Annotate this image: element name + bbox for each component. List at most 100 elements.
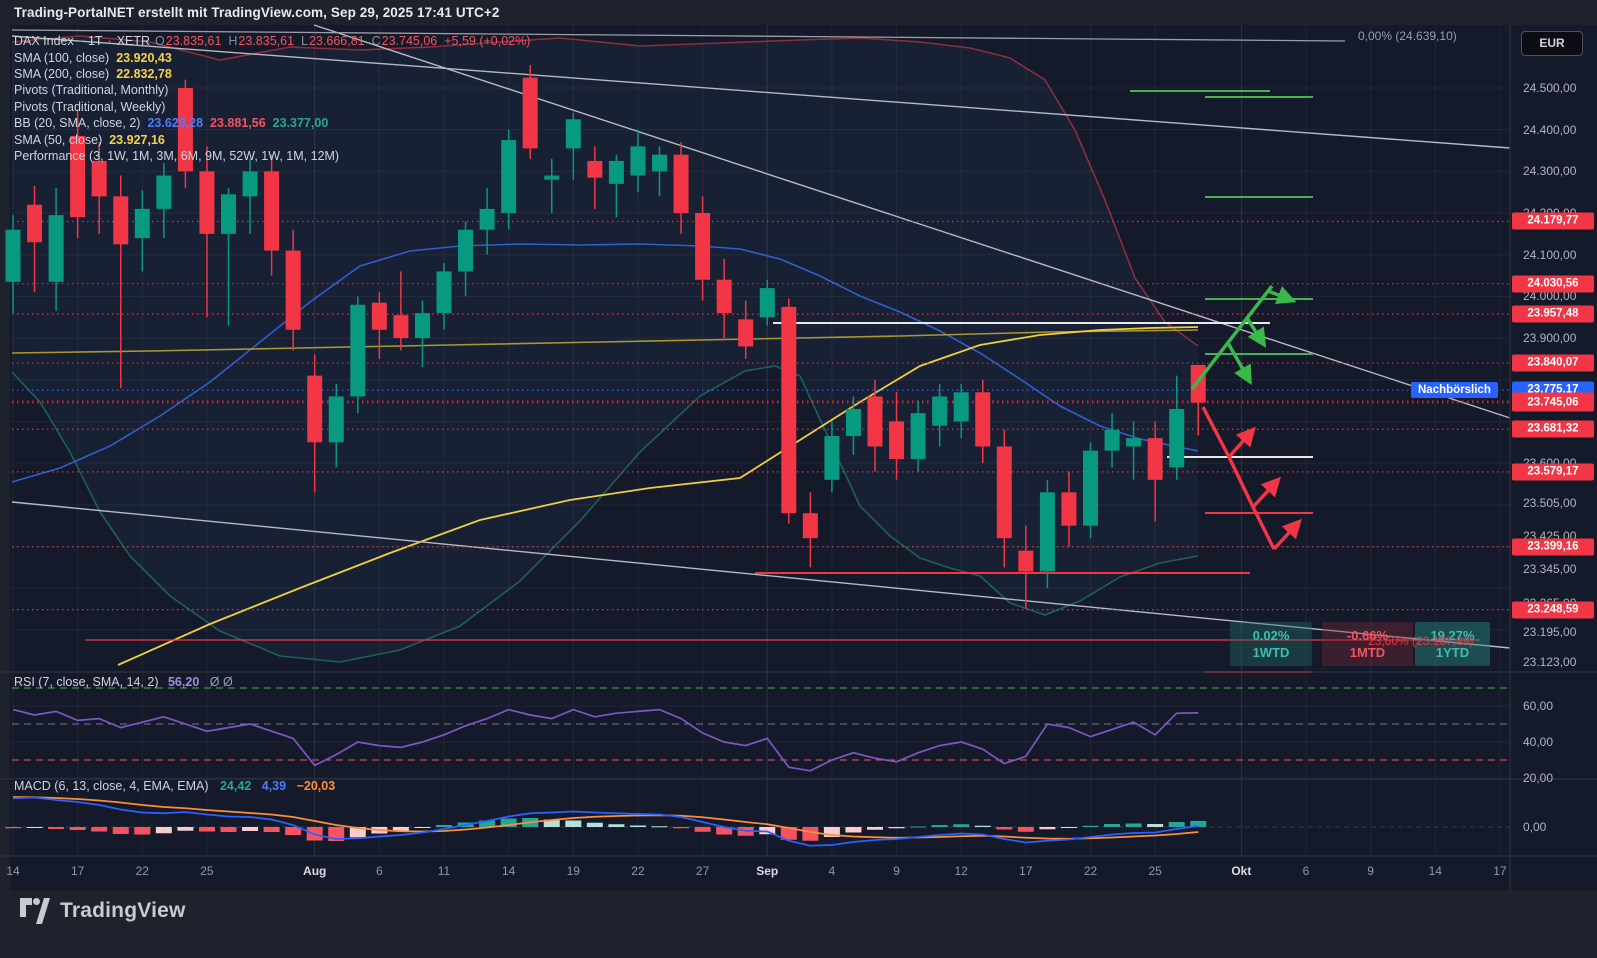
candle-sep-12[interactable] — [953, 383, 969, 439]
symbol-legend-row[interactable]: DAX Index · 1T · XETR O 23.835,61 H 23.8… — [14, 33, 537, 49]
indicator-label[interactable]: SMA (50, close) — [14, 132, 103, 147]
candle-sep-26[interactable] — [1169, 375, 1185, 480]
indicator-legend-row[interactable]: Performance (3, 1W, 1M, 3M, 6M, 9M, 52W,… — [14, 148, 537, 164]
candle-aug-8[interactable] — [414, 300, 430, 368]
candle-sep-23[interactable] — [1104, 413, 1120, 468]
candle-aug-26[interactable] — [673, 142, 689, 234]
macd-label[interactable]: MACD (6, 13, close, 4, EMA, EMA) — [14, 779, 209, 793]
green-projection-arrow[interactable] — [1267, 286, 1297, 305]
candle-aug-25[interactable] — [652, 146, 667, 197]
candle-sep-19[interactable] — [1061, 471, 1077, 547]
red-projection-arrow[interactable] — [1251, 476, 1281, 509]
candle-aug-11[interactable] — [436, 263, 452, 330]
candle-sep-24[interactable] — [1126, 421, 1142, 480]
indicator-legend-row[interactable]: Pivots (Traditional, Monthly) — [14, 82, 537, 98]
candle-jul-18[interactable] — [91, 142, 107, 234]
indicator-label[interactable]: Pivots (Traditional, Weekly) — [14, 99, 166, 114]
candle-aug-15[interactable] — [522, 65, 538, 159]
candle-sep-22[interactable] — [1083, 442, 1098, 539]
green-projection-path[interactable] — [1190, 284, 1274, 391]
sma100-line — [11, 329, 1199, 354]
candle-aug-6[interactable] — [371, 292, 387, 359]
candle-aug-13[interactable] — [479, 188, 495, 255]
macd-legend-row[interactable]: MACD (6, 13, close, 4, EMA, EMA) 24,42 4… — [14, 779, 335, 793]
candle-jul-21[interactable] — [113, 175, 129, 389]
candle-aug-1[interactable] — [307, 354, 323, 493]
rsi-label[interactable]: RSI (7, close, SMA, 14, 2) — [14, 675, 159, 689]
indicator-legend-row[interactable]: SMA (200, close) 22.832,78 — [14, 66, 537, 82]
candle-jul-22[interactable] — [134, 190, 150, 272]
tradingview-logo[interactable]: TradingView — [20, 898, 186, 924]
symbol-name[interactable]: DAX Index — [14, 34, 74, 49]
green-projection-arrow[interactable] — [1245, 317, 1267, 348]
red-projection-arrow[interactable] — [1227, 426, 1256, 459]
candle-sep-9[interactable] — [889, 392, 905, 480]
candle-jul-25[interactable] — [199, 146, 215, 318]
trendline[interactable] — [11, 501, 1511, 649]
candle-aug-7[interactable] — [393, 271, 409, 351]
candle-sep-25[interactable] — [1147, 421, 1163, 522]
currency-button[interactable]: EUR — [1521, 31, 1583, 56]
rsi-legend-row[interactable]: RSI (7, close, SMA, 14, 2) 56,20 Ø Ø — [14, 675, 233, 689]
red-projection-path[interactable] — [1201, 406, 1276, 550]
candle-sep-2[interactable] — [781, 298, 797, 524]
candle-jul-17[interactable] — [70, 110, 86, 239]
candle-sep-3[interactable] — [802, 492, 818, 568]
time-axis[interactable]: 14 17 22 25 Aug 6 11 14 19 22 27 Sep 4 9 12 17 22 25 Okt 6 9… — [0, 856, 1597, 890]
candle-sep-18[interactable] — [1039, 479, 1055, 589]
fib-level-line[interactable] — [11, 29, 1346, 42]
indicator-label[interactable]: Performance (3, 1W, 1M, 3M, 6M, 9M, 52W,… — [14, 148, 340, 163]
candle-sep-4[interactable] — [824, 421, 840, 493]
candle-jul-28[interactable] — [221, 188, 236, 326]
trendline[interactable] — [11, 35, 1511, 149]
candle-jul-30[interactable] — [264, 154, 280, 276]
indicator-legend-row[interactable]: SMA (100, close) 23.920,43 — [14, 49, 537, 65]
rsi-line[interactable] — [12, 708, 1199, 772]
candle-aug-21[interactable] — [608, 154, 624, 218]
candle-aug-28[interactable] — [716, 258, 732, 339]
candle-aug-5[interactable] — [350, 296, 366, 414]
candle-sep-10[interactable] — [910, 400, 926, 472]
indicator-label[interactable]: Pivots (Traditional, Monthly) — [14, 83, 169, 98]
candle-aug-29[interactable] — [738, 300, 754, 359]
price-scale[interactable]: EUR 24.500,0024.400,0024.300,0024.200,00… — [1510, 25, 1597, 856]
candle-aug-20[interactable] — [587, 146, 603, 209]
candle-sep-8[interactable] — [867, 379, 883, 472]
candle-jul-29[interactable] — [242, 158, 258, 234]
candle-sep-16[interactable] — [996, 429, 1012, 568]
candle-aug-22[interactable] — [630, 129, 646, 193]
candle-sep-17[interactable] — [1018, 525, 1034, 610]
indicator-legend-row[interactable]: BB (20, SMA, close, 2) 23.629,28 23.881,56… — [14, 115, 537, 131]
candle-sep-15[interactable] — [975, 379, 991, 464]
candle-jul-15[interactable] — [27, 185, 43, 293]
candle-jul-23[interactable] — [156, 163, 172, 239]
candle-aug-12[interactable] — [458, 221, 474, 297]
indicator-legend-row[interactable]: Pivots (Traditional, Weekly) — [14, 99, 537, 115]
macd-line[interactable] — [12, 796, 1199, 847]
candle-sep-11[interactable] — [932, 383, 948, 447]
pane-separators[interactable] — [0, 25, 1597, 890]
candle-aug-27[interactable] — [695, 196, 711, 301]
candlestick-series[interactable] — [5, 65, 1206, 610]
candle-jul-24[interactable] — [177, 79, 193, 189]
candle-jul-14[interactable] — [5, 215, 21, 314]
indicator-label[interactable]: SMA (200, close) — [14, 66, 110, 81]
indicator-label[interactable]: SMA (100, close) — [14, 50, 110, 65]
green-projection-arrow[interactable] — [1226, 342, 1252, 386]
time-axis-label: 19 — [566, 864, 580, 878]
macd-signal-line[interactable] — [12, 796, 1199, 840]
projection-arrows[interactable] — [1190, 284, 1302, 551]
indicator-legend-row[interactable]: SMA (50, close) 23.927,16 — [14, 131, 537, 147]
red-projection-arrow[interactable] — [1272, 518, 1302, 551]
candle-aug-19[interactable] — [565, 113, 581, 180]
candle-jul-16[interactable] — [48, 188, 64, 312]
indicator-label[interactable]: BB (20, SMA, close, 2) — [14, 116, 141, 131]
candle-aug-14[interactable] — [501, 129, 517, 230]
candle-aug-18[interactable] — [544, 158, 560, 214]
candle-aug-4[interactable] — [328, 383, 344, 468]
candle-jul-31[interactable] — [285, 229, 301, 351]
candle-sep-5[interactable] — [845, 396, 861, 455]
candle-sep-1[interactable] — [759, 279, 775, 326]
symbol-interval[interactable]: 1T — [87, 34, 103, 49]
